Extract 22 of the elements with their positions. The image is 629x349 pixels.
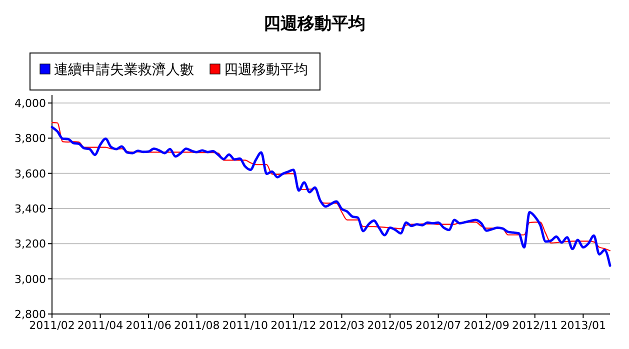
chart-title: 四週移動平均 bbox=[264, 14, 366, 34]
y-tick-label: 3,200 bbox=[14, 238, 46, 251]
x-tick-label: 2012/05 bbox=[367, 319, 413, 332]
y-tick-label: 3,800 bbox=[14, 132, 46, 146]
legend-label: 四週移動平均 bbox=[224, 62, 308, 78]
x-tick-label: 2011/08 bbox=[174, 319, 220, 332]
x-tick-label: 2013/01 bbox=[560, 319, 606, 332]
x-tick-label: 2011/02 bbox=[29, 319, 75, 332]
x-tick-label: 2012/11 bbox=[512, 319, 558, 332]
legend-label: 連續申請失業救濟人數 bbox=[54, 62, 194, 78]
x-tick-label: 2011/10 bbox=[222, 319, 268, 332]
y-tick-label: 3,000 bbox=[14, 272, 46, 286]
y-tick-label: 3,600 bbox=[14, 167, 46, 180]
x-tick-label: 2012/03 bbox=[318, 319, 365, 332]
y-tick-label: 3,400 bbox=[14, 202, 46, 216]
x-tick-label: 2011/12 bbox=[270, 319, 316, 332]
x-tick-label: 2012/09 bbox=[464, 319, 510, 332]
x-tick-label: 2011/04 bbox=[77, 319, 124, 332]
x-tick-label: 2012/07 bbox=[415, 319, 462, 332]
y-tick-label: 2,800 bbox=[14, 308, 46, 321]
y-tick-label: 4,000 bbox=[14, 97, 46, 110]
x-tick-label: 2011/06 bbox=[126, 319, 172, 332]
